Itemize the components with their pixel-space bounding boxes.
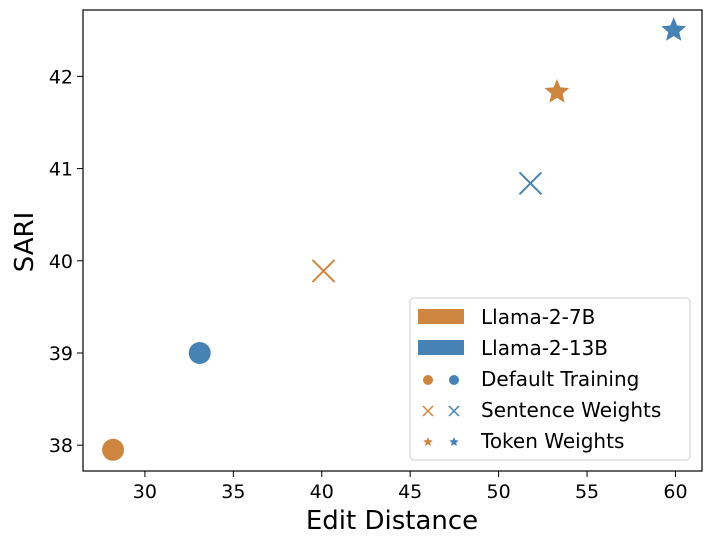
legend-label: Default Training xyxy=(481,367,639,391)
y-tick-label: 41 xyxy=(49,159,73,181)
axis-ticks: 30 35 40 45 50 55 60 38 39 40 41 42 xyxy=(49,66,688,503)
legend-marker-circle xyxy=(449,375,459,385)
y-tick-label: 39 xyxy=(49,343,73,365)
data-point-star xyxy=(661,17,687,41)
x-tick-label: 30 xyxy=(133,481,157,503)
x-axis-label: Edit Distance xyxy=(306,506,478,536)
y-tick-label: 42 xyxy=(49,66,73,88)
legend: Llama-2-7B Llama-2-13B Default Training Sen… xyxy=(409,297,691,461)
x-tick-label: 45 xyxy=(398,481,422,503)
legend-marker-x xyxy=(448,405,460,417)
data-point-x xyxy=(311,259,336,283)
legend-marker-x xyxy=(422,405,434,417)
data-point-circle xyxy=(188,341,211,364)
x-tick-label: 50 xyxy=(487,481,511,503)
legend-label: Token Weights xyxy=(480,429,624,453)
data-point-circle xyxy=(102,438,125,461)
plot-frame xyxy=(82,9,703,472)
legend-marker-circle xyxy=(423,375,433,385)
y-tick-label: 40 xyxy=(49,251,73,273)
legend-marker-star xyxy=(423,437,433,447)
legend-patch xyxy=(418,340,464,355)
data-point-x xyxy=(518,171,543,196)
legend-patch xyxy=(418,309,464,324)
legend-label: Llama-2-7B xyxy=(481,305,595,329)
data-point-star xyxy=(544,79,570,103)
y-tick-label: 38 xyxy=(49,435,73,457)
legend-label: Llama-2-13B xyxy=(481,336,608,360)
x-tick-label: 40 xyxy=(310,481,334,503)
legend-box xyxy=(409,297,691,461)
x-tick-label: 60 xyxy=(663,481,687,503)
legend-label: Sentence Weights xyxy=(481,398,661,422)
plot-area xyxy=(82,9,703,472)
legend-marker-star xyxy=(449,437,459,447)
x-tick-label: 55 xyxy=(575,481,599,503)
y-axis-label: SARI xyxy=(10,212,40,273)
x-tick-label: 35 xyxy=(221,481,245,503)
